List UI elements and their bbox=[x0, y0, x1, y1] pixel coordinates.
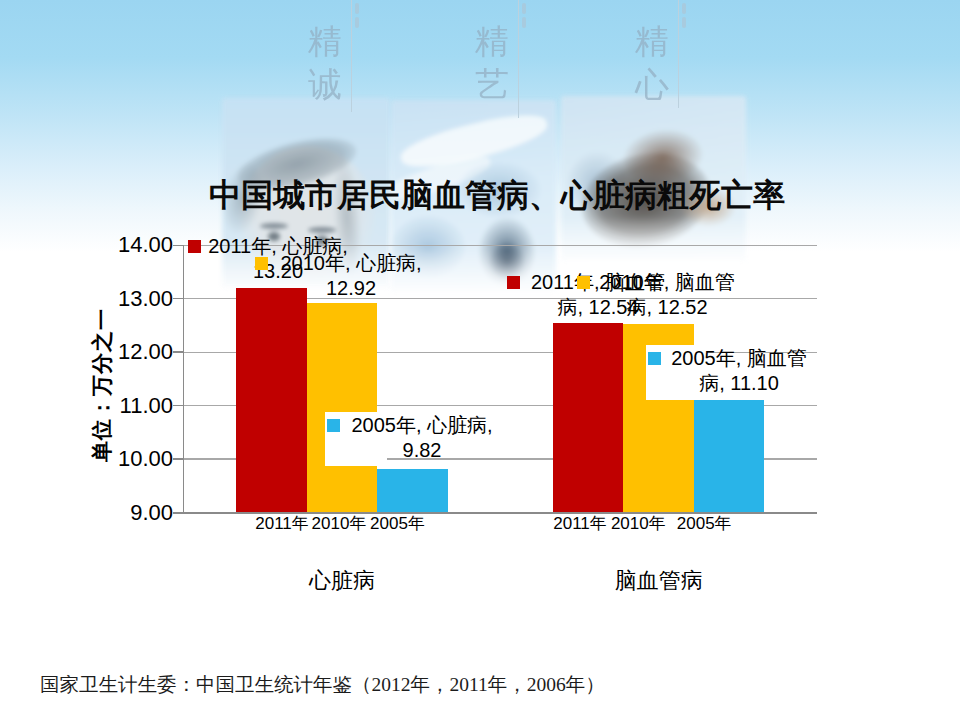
bar-2011年-脑血管病 bbox=[553, 323, 624, 512]
bar-2005年-心脏病 bbox=[377, 469, 448, 513]
bar-2010年-心脏病 bbox=[307, 303, 378, 512]
y-axis-line bbox=[183, 245, 185, 512]
bar-2005年-脑血管病 bbox=[694, 400, 765, 512]
data-label-marker bbox=[648, 352, 661, 365]
slide-title: 中国城市居民脑血管病、心脏病粗死亡率 bbox=[0, 174, 960, 218]
category-label: 脑血管病 bbox=[579, 566, 739, 596]
source-note: 国家卫生计生委：中国卫生统计年鉴（2012年，2011年，2006年） bbox=[40, 671, 605, 698]
y-tick-label: 9.00 bbox=[103, 500, 173, 526]
category-label: 心脏病 bbox=[262, 566, 422, 596]
data-label-marker bbox=[327, 419, 340, 432]
x-tick-label: 2005年 bbox=[358, 513, 438, 535]
x-tick-label: 2005年 bbox=[664, 513, 744, 535]
data-label-marker bbox=[255, 257, 268, 270]
y-axis-title: 单位：万分之一 bbox=[88, 300, 116, 470]
data-label-marker bbox=[577, 276, 590, 289]
data-label-marker bbox=[507, 276, 520, 289]
bar-chart: 单位：万分之一 14.0013.0012.0011.0010.009.00201… bbox=[0, 0, 960, 720]
data-label-marker bbox=[188, 240, 201, 253]
bar-2011年-心脏病 bbox=[236, 288, 307, 512]
